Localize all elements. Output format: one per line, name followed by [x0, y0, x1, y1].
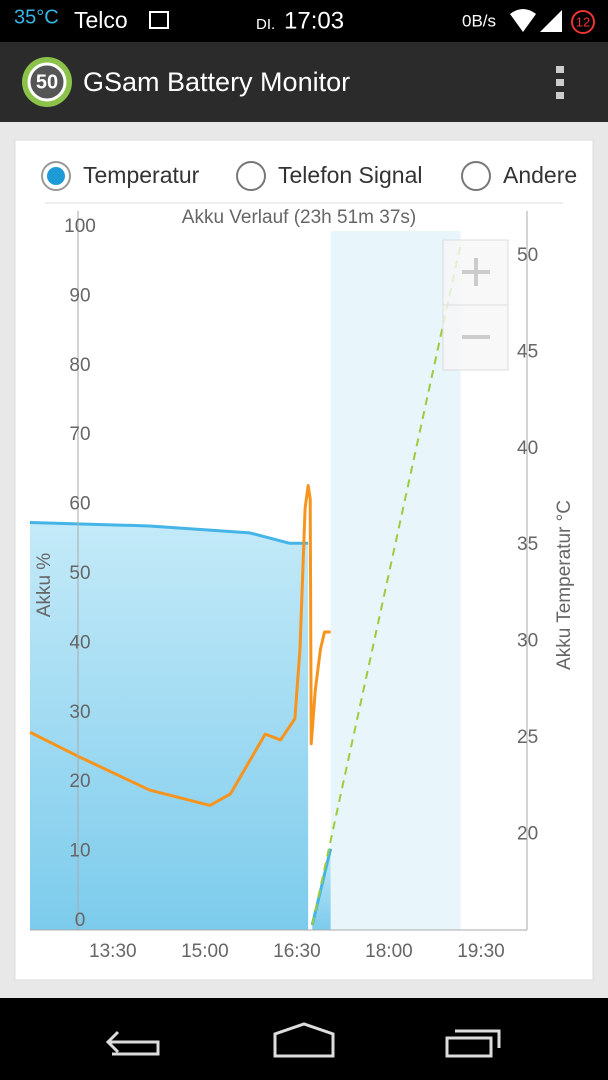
y-axis-title: Akku % [34, 553, 55, 618]
y2-tick-label: 35 [517, 534, 538, 555]
y2-tick-label: 20 [517, 823, 538, 844]
y-tick-label: 0 [75, 910, 86, 931]
y-tick-label: 80 [69, 355, 90, 376]
signal-icon [540, 10, 562, 32]
status-carrier: Telco [74, 7, 128, 33]
notification-count: 12 [576, 14, 590, 29]
radio-button[interactable] [236, 161, 266, 191]
zoom-controls[interactable] [442, 239, 509, 371]
status-time: 17:03 [284, 7, 344, 34]
status-speed: 0B/s [462, 11, 496, 30]
y-tick-label: 60 [69, 494, 90, 515]
y-tick-label: 10 [69, 841, 90, 862]
y2-tick-label: 50 [517, 245, 538, 266]
x-tick-label: 13:30 [89, 941, 137, 962]
wifi-icon [510, 9, 536, 32]
radio-label[interactable]: Temperatur [83, 162, 200, 188]
radio-label[interactable]: Telefon Signal [278, 162, 423, 188]
x-tick-label: 16:30 [273, 941, 321, 962]
x-tick-label: 18:00 [365, 941, 413, 962]
y-tick-label: 100 [64, 216, 96, 237]
app-title: GSam Battery Monitor [83, 67, 350, 97]
app-bar [0, 42, 608, 122]
y-tick-label: 40 [69, 632, 90, 653]
status-temperature: 35°C [14, 6, 59, 28]
image-icon [149, 11, 169, 29]
overflow-menu[interactable] [556, 66, 564, 99]
nav-bar [0, 998, 608, 1080]
y2-tick-label: 40 [517, 438, 538, 459]
y2-axis-title: Akku Temperatur °C [554, 500, 575, 670]
y2-tick-label: 30 [517, 631, 538, 652]
radio-dot [47, 167, 65, 185]
y2-tick-label: 25 [517, 727, 538, 748]
app-icon-text: 50 [36, 71, 58, 93]
y-tick-label: 90 [69, 285, 90, 306]
status-bar [0, 0, 608, 42]
y-tick-label: 70 [69, 424, 90, 445]
notification-badge [571, 10, 595, 34]
x-tick-label: 19:30 [457, 941, 505, 962]
series-line [29, 520, 309, 545]
series-area [30, 522, 309, 930]
radio-label[interactable]: Andere [503, 162, 577, 188]
home-button[interactable] [273, 1022, 335, 1058]
radio-button[interactable] [461, 161, 491, 191]
back-button[interactable] [105, 1030, 160, 1056]
recents-button[interactable] [445, 1029, 501, 1058]
status-day: DI. [256, 16, 275, 33]
y-tick-label: 30 [69, 702, 90, 723]
y-tick-label: 20 [69, 771, 90, 792]
x-tick-label: 15:00 [181, 941, 229, 962]
y2-tick-label: 45 [517, 341, 538, 362]
series-line [311, 244, 462, 926]
y-tick-label: 50 [69, 563, 90, 584]
chart-title: Akku Verlauf (23h 51m 37s) [182, 207, 416, 228]
series-line [310, 848, 333, 926]
app-icon-inner [27, 62, 67, 102]
series-line [29, 483, 331, 807]
